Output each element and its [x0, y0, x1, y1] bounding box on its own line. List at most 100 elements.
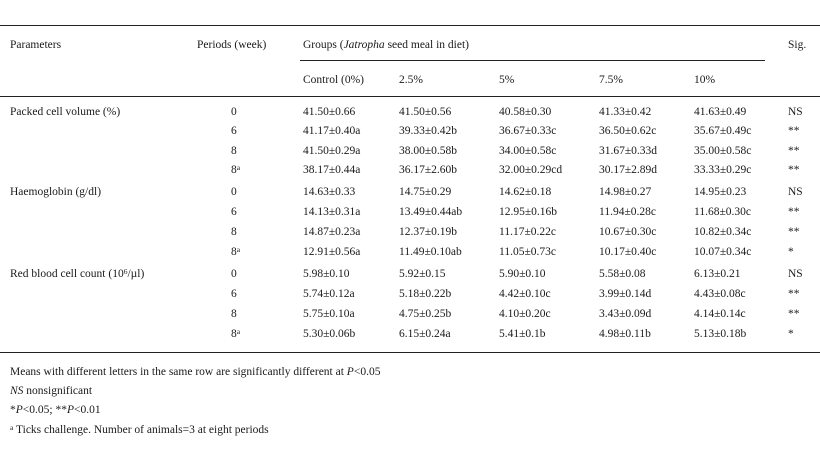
- subcol-7-5: 7.5%: [599, 74, 623, 86]
- sig-cell: *: [788, 246, 794, 258]
- period-cell: 8a: [231, 327, 241, 340]
- top-rule: [0, 25, 820, 26]
- value-cell: 5.75±0.10a: [303, 308, 355, 320]
- value-cell: 10.07±0.34c: [694, 246, 752, 258]
- subcol-10: 10%: [694, 74, 716, 86]
- value-cell: 5.74±0.12a: [303, 288, 355, 300]
- value-cell: 36.67±0.33c: [499, 125, 557, 137]
- value-cell: 10.67±0.30c: [599, 226, 657, 238]
- period-cell: 0: [231, 186, 237, 198]
- value-cell: 5.13±0.18b: [694, 328, 747, 340]
- section-label: Haemoglobin (g/dl): [10, 186, 102, 198]
- value-cell: 5.58±0.08: [599, 268, 646, 280]
- value-cell: 31.67±0.33d: [599, 145, 658, 157]
- value-cell: 14.63±0.33: [303, 186, 356, 198]
- period-cell: 8: [231, 145, 237, 157]
- period-cell: 6: [231, 125, 237, 137]
- period-cell: 0: [231, 106, 237, 118]
- section-label: Red blood cell count (106/µl): [10, 267, 145, 280]
- value-cell: 4.98±0.11b: [599, 328, 651, 340]
- sig-cell: **: [788, 164, 800, 176]
- value-cell: 5.98±0.10: [303, 268, 350, 280]
- value-cell: 41.50±0.29a: [303, 145, 361, 157]
- value-cell: 4.75±0.25b: [399, 308, 452, 320]
- value-cell: 6.15±0.24a: [399, 328, 451, 340]
- period-cell: 8a: [231, 163, 241, 176]
- value-cell: 13.49±0.44ab: [399, 206, 463, 218]
- header-rule: [0, 96, 820, 97]
- sig-cell: **: [788, 226, 800, 238]
- value-cell: 41.63±0.49: [694, 106, 747, 118]
- sig-cell: **: [788, 288, 800, 300]
- value-cell: 11.94±0.28c: [599, 206, 656, 218]
- footnote-ns: NS nonsignificant: [10, 385, 93, 397]
- period-cell: 8a: [231, 245, 241, 258]
- value-cell: 11.05±0.73c: [499, 246, 556, 258]
- value-cell: 34.00±0.58c: [499, 145, 557, 157]
- value-cell: 14.95±0.23: [694, 186, 747, 198]
- header-groups: Groups (Jatropha seed meal in diet): [303, 39, 469, 51]
- value-cell: 5.90±0.10: [499, 268, 546, 280]
- value-cell: 14.13±0.31a: [303, 206, 361, 218]
- footnote-ticks: a Ticks challenge. Number of animals=3 a…: [10, 423, 269, 436]
- value-cell: 41.50±0.56: [399, 106, 452, 118]
- period-cell: 8: [231, 226, 237, 238]
- value-cell: 14.98±0.27: [599, 186, 652, 198]
- header-periods: Periods (week): [197, 39, 267, 51]
- footnote-significance: *P<0.05; **P<0.01: [10, 404, 101, 416]
- sig-cell: *: [788, 328, 794, 340]
- value-cell: 14.62±0.18: [499, 186, 552, 198]
- value-cell: 33.33±0.29c: [694, 164, 752, 176]
- groups-subrule: [300, 60, 765, 61]
- value-cell: 10.82±0.34c: [694, 226, 752, 238]
- value-cell: 14.87±0.23a: [303, 226, 361, 238]
- value-cell: 4.42±0.10c: [499, 288, 551, 300]
- value-cell: 41.50±0.66: [303, 106, 356, 118]
- value-cell: 4.43±0.08c: [694, 288, 746, 300]
- sig-cell: **: [788, 308, 800, 320]
- sig-cell: **: [788, 145, 800, 157]
- value-cell: 32.00±0.29cd: [499, 164, 563, 176]
- subcol-control: Control (0%): [303, 74, 365, 86]
- value-cell: 10.17±0.40c: [599, 246, 657, 258]
- value-cell: 30.17±2.89d: [599, 164, 658, 176]
- sig-cell: **: [788, 125, 800, 137]
- value-cell: 11.17±0.22c: [499, 226, 556, 238]
- value-cell: 4.14±0.14c: [694, 308, 746, 320]
- value-cell: 4.10±0.20c: [499, 308, 551, 320]
- value-cell: 3.99±0.14d: [599, 288, 652, 300]
- period-cell: 0: [231, 268, 237, 280]
- sig-cell: NS: [788, 106, 803, 118]
- header-sig: Sig.: [788, 39, 807, 51]
- section-label: Packed cell volume (%): [10, 106, 121, 118]
- value-cell: 40.58±0.30: [499, 106, 552, 118]
- sig-cell: NS: [788, 268, 803, 280]
- value-cell: 5.92±0.15: [399, 268, 446, 280]
- period-cell: 6: [231, 206, 237, 218]
- period-cell: 8: [231, 308, 237, 320]
- subcol-5: 5%: [499, 74, 515, 86]
- footnote-letters: Means with different letters in the same…: [10, 366, 381, 378]
- value-cell: 11.68±0.30c: [694, 206, 751, 218]
- bottom-rule: [0, 352, 820, 353]
- sig-cell: **: [788, 206, 800, 218]
- value-cell: 39.33±0.42b: [399, 125, 458, 137]
- header-parameters: Parameters: [10, 39, 62, 51]
- value-cell: 41.33±0.42: [599, 106, 652, 118]
- value-cell: 38.17±0.44a: [303, 164, 361, 176]
- value-cell: 12.91±0.56a: [303, 246, 361, 258]
- value-cell: 36.17±2.60b: [399, 164, 458, 176]
- value-cell: 5.41±0.1b: [499, 328, 546, 340]
- value-cell: 6.13±0.21: [694, 268, 741, 280]
- value-cell: 3.43±0.09d: [599, 308, 652, 320]
- value-cell: 12.37±0.19b: [399, 226, 458, 238]
- value-cell: 41.17±0.40a: [303, 125, 361, 137]
- value-cell: 35.00±0.58c: [694, 145, 752, 157]
- value-cell: 35.67±0.49c: [694, 125, 752, 137]
- value-cell: 5.30±0.06b: [303, 328, 356, 340]
- value-cell: 14.75±0.29: [399, 186, 452, 198]
- value-cell: 5.18±0.22b: [399, 288, 452, 300]
- value-cell: 38.00±0.58b: [399, 145, 458, 157]
- period-cell: 6: [231, 288, 237, 300]
